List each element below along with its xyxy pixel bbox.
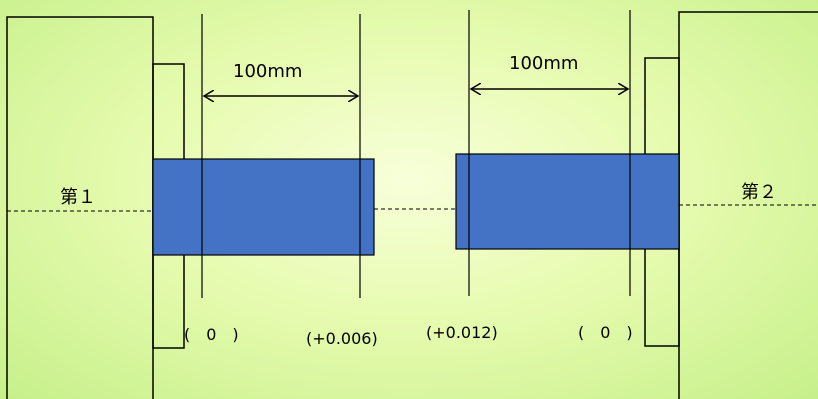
reading-label-1: ( 0 ) <box>184 325 239 344</box>
machine-label-right: 第２ <box>741 182 777 203</box>
reading-label-4: ( 0 ) <box>578 323 633 342</box>
shaft-left <box>152 158 375 256</box>
shaft-right <box>455 153 680 250</box>
dimension-label-right: 100mm <box>509 53 578 74</box>
dimension-label-left: 100mm <box>233 61 302 82</box>
machine-left-body <box>6 16 154 399</box>
machine-right-body <box>678 11 818 399</box>
reading-label-3: (+0.012) <box>426 323 498 342</box>
machine-label-left: 第１ <box>60 187 96 208</box>
reading-label-2: (+0.006) <box>306 329 378 348</box>
